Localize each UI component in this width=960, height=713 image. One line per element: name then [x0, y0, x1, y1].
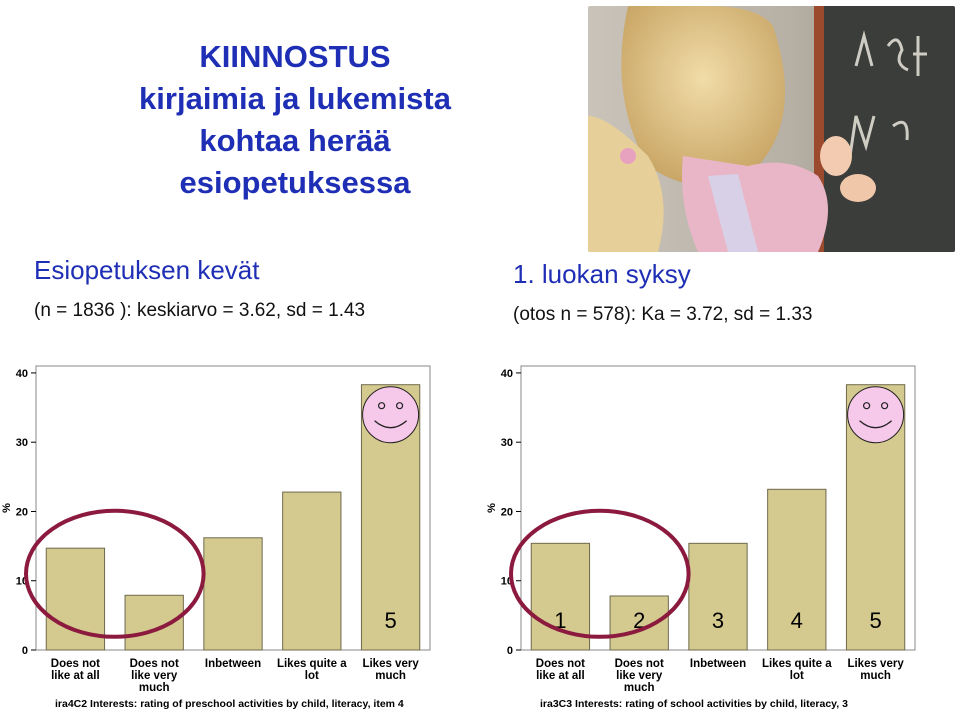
smiley-face-circle — [362, 386, 420, 444]
x-tick-label: Does not — [130, 658, 179, 670]
bar — [282, 491, 342, 651]
smiley-mouth — [374, 420, 408, 429]
y-tick-label: 0 — [22, 645, 28, 657]
x-tick-label: much — [139, 682, 170, 694]
left-heading: Esiopetuksen kevät — [34, 255, 260, 285]
right-stats: (otos n = 578): Ka = 3.72, sd = 1.33 — [513, 304, 813, 325]
right-heading: 1. luokan syksy — [513, 259, 691, 289]
y-tick-label: 40 — [16, 368, 28, 380]
bar — [688, 542, 748, 651]
x-tick-label: like at all — [51, 670, 100, 682]
bar-number-label: 1 — [554, 608, 566, 633]
x-tick-label: Does not — [536, 658, 585, 670]
highlight-circle — [509, 508, 691, 639]
x-tick-label: Likes quite a — [762, 658, 832, 670]
title-line-3: kohtaa herää — [199, 123, 391, 158]
chart-first-grade: 0 10 20 30 40% Does not like at all 1 Does not li… — [485, 358, 925, 713]
x-tick-label: lot — [790, 670, 804, 682]
title-line-2: kirjaimia ja lukemista — [139, 81, 451, 116]
smiley-eye — [396, 402, 404, 410]
y-axis-label: % — [1, 503, 13, 513]
y-tick-label: 0 — [507, 645, 513, 657]
bar — [45, 547, 106, 651]
x-axis-label: ira3C3 Interests: rating of school activ… — [540, 698, 848, 710]
bar-number-label: 5 — [869, 608, 881, 633]
x-tick-label: like very — [616, 670, 663, 682]
title-line-1: KIINNOSTUS — [199, 39, 391, 74]
x-tick-label: much — [860, 670, 891, 682]
x-tick-label: much — [375, 670, 406, 682]
x-axis-label: ira4C2 Interests: rating of preschool ac… — [55, 698, 404, 710]
y-tick-label: 30 — [16, 437, 28, 449]
smiley-face-circle — [847, 386, 905, 444]
y-tick-label: 40 — [501, 368, 513, 380]
x-tick-label: much — [624, 682, 655, 694]
x-tick-label: Likes very — [362, 658, 419, 670]
x-tick-label: like very — [131, 670, 178, 682]
smiley-mouth — [859, 420, 893, 429]
y-tick-label: 20 — [16, 506, 28, 518]
left-stats: (n = 1836 ): keskiarvo = 3.62, sd = 1.43 — [34, 300, 366, 321]
x-tick-label: Inbetween — [690, 658, 746, 670]
x-tick-label: Does not — [615, 658, 664, 670]
smiley-face-icon — [847, 386, 905, 444]
highlight-circle — [24, 508, 206, 639]
slide-title: KIINNOSTUS kirjaimia ja lukemista kohtaa… — [60, 36, 530, 204]
chart-preschool: 0 10 20 30 40% Does not like at all Does not lik… — [0, 358, 440, 713]
bar-number-label: 4 — [791, 608, 803, 633]
x-tick-label: Inbetween — [205, 658, 261, 670]
y-axis-label: % — [486, 503, 498, 513]
y-tick-label: 30 — [501, 437, 513, 449]
smiley-eye — [863, 402, 871, 410]
bar-number-label: 5 — [384, 608, 396, 633]
smiley-eye — [378, 402, 386, 410]
smiley-face-icon — [362, 386, 420, 444]
x-tick-label: like at all — [536, 670, 585, 682]
y-tick-label: 20 — [501, 506, 513, 518]
title-line-4: esiopetuksessa — [179, 165, 411, 200]
bar-number-label: 3 — [712, 608, 724, 633]
bar — [203, 537, 263, 651]
x-tick-label: Does not — [51, 658, 100, 670]
smiley-eye — [881, 402, 889, 410]
x-tick-label: Likes very — [847, 658, 904, 670]
bar-number-label: 2 — [633, 608, 645, 633]
photo-child-writing-on-chalkboard — [588, 6, 955, 252]
x-tick-label: Likes quite a — [277, 658, 347, 670]
x-tick-label: lot — [305, 670, 319, 682]
bar — [767, 488, 827, 651]
